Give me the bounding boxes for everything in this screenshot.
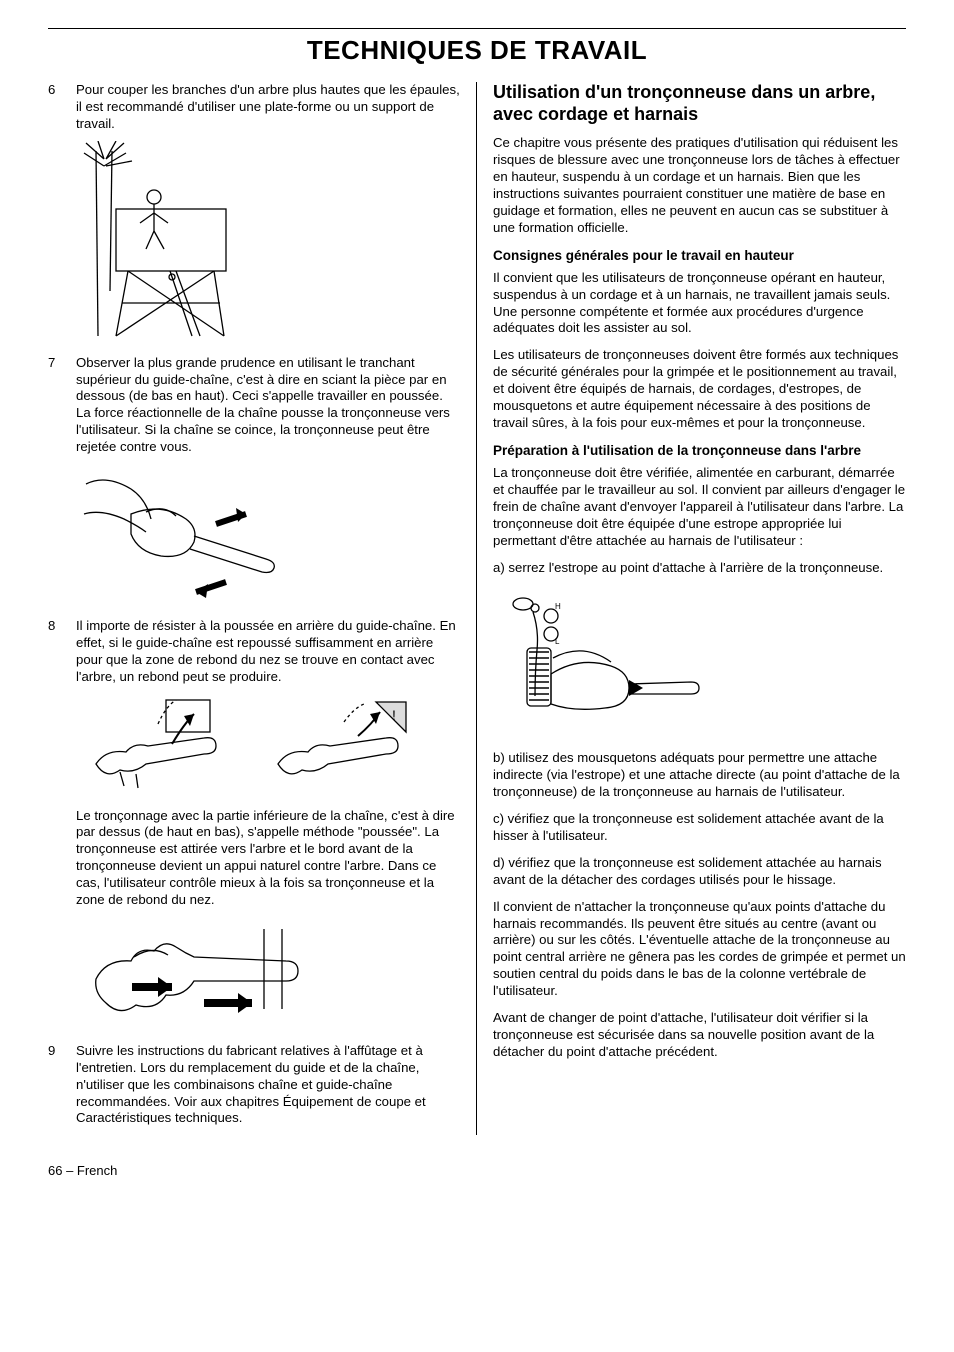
- item-number: 6: [48, 82, 76, 133]
- figure-kickback-pair: !: [76, 694, 460, 794]
- item-number: 8: [48, 618, 76, 686]
- two-column-layout: 6 Pour couper les branches d'un arbre pl…: [48, 82, 906, 1135]
- step-a: a) serrez l'estrope au point d'attache à…: [493, 560, 906, 577]
- item-text: Observer la plus grande prudence en util…: [76, 355, 460, 456]
- list-item: 6 Pour couper les branches d'un arbre pl…: [48, 82, 460, 133]
- svg-text:!: !: [392, 707, 396, 723]
- page-footer: 66 – French: [48, 1163, 906, 1178]
- item-text: Pour couper les branches d'un arbre plus…: [76, 82, 460, 133]
- item-text: Il importe de résister à la poussée en a…: [76, 618, 460, 686]
- subheading-general: Consignes générales pour le travail en h…: [493, 247, 906, 264]
- subheading-preparation: Préparation à l'utilisation de la tronço…: [493, 442, 906, 459]
- svg-text:H: H: [555, 602, 561, 611]
- section-heading: Utilisation d'un tronçonneuse dans un ar…: [493, 82, 906, 125]
- paragraph: Il convient que les utilisateurs de tron…: [493, 270, 906, 338]
- list-item: 7 Observer la plus grande prudence en ut…: [48, 355, 460, 456]
- page-title: TECHNIQUES DE TRAVAIL: [48, 35, 906, 66]
- paragraph: Avant de changer de point d'attache, l'u…: [493, 1010, 906, 1061]
- paragraph: Les utilisateurs de tronçonneuses doiven…: [493, 347, 906, 431]
- paragraph: La tronçonneuse doit être vérifiée, alim…: [493, 465, 906, 549]
- figure-saw-strop: H L: [493, 586, 906, 736]
- svg-text:L: L: [555, 637, 560, 646]
- item-number: 9: [48, 1043, 76, 1127]
- figure-push-user: [76, 464, 460, 604]
- push-method-paragraph: Le tronçonnage avec la partie inférieure…: [76, 808, 460, 909]
- left-column: 6 Pour couper les branches d'un arbre pl…: [48, 82, 477, 1135]
- step-d: d) vérifiez que la tronçonneuse est soli…: [493, 855, 906, 889]
- intro-paragraph: Ce chapitre vous présente des pratiques …: [493, 135, 906, 236]
- paragraph: Il convient de n'attacher la tronçonneus…: [493, 899, 906, 1000]
- item-text: Suivre les instructions du fabricant rel…: [76, 1043, 460, 1127]
- figure-platform: [76, 141, 460, 341]
- top-rule: [48, 28, 906, 29]
- item-number: 7: [48, 355, 76, 456]
- right-column: Utilisation d'un tronçonneuse dans un ar…: [477, 82, 906, 1135]
- list-item: 9 Suivre les instructions du fabricant r…: [48, 1043, 460, 1127]
- figure-pull-direction: [76, 919, 460, 1029]
- step-b: b) utilisez des mousquetons adéquats pou…: [493, 750, 906, 801]
- list-item: 8 Il importe de résister à la poussée en…: [48, 618, 460, 686]
- step-c: c) vérifiez que la tronçonneuse est soli…: [493, 811, 906, 845]
